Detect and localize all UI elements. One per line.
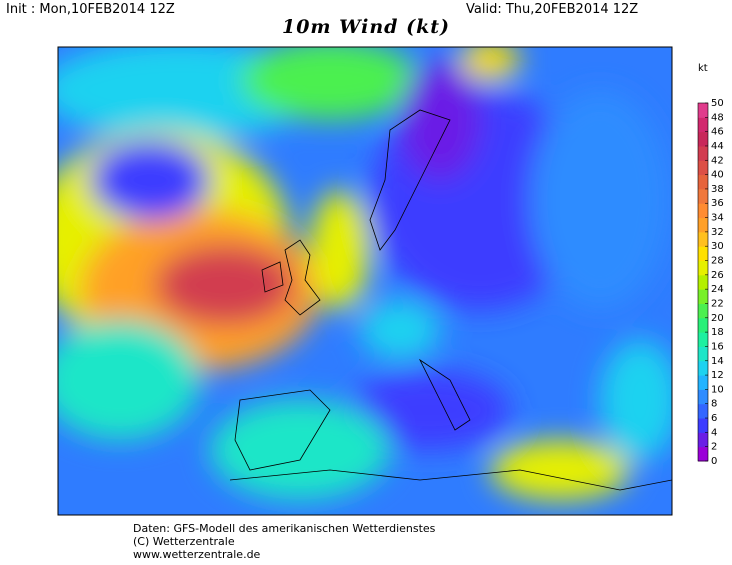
color-swatch — [698, 375, 708, 390]
color-swatch — [698, 131, 708, 147]
tick-label: 4 — [711, 427, 717, 438]
tick-label: 22 — [711, 298, 724, 309]
color-swatch — [698, 432, 708, 448]
color-swatch — [698, 260, 708, 276]
tick-label: 46 — [711, 127, 724, 138]
color-swatch — [698, 174, 708, 190]
color-swatch — [698, 403, 708, 419]
color-swatch — [698, 274, 708, 290]
color-swatch — [698, 246, 708, 262]
tick-label: 20 — [711, 313, 724, 324]
valid-time: Valid: Thu,20FEB2014 12Z — [466, 2, 639, 17]
color-swatch — [698, 446, 708, 462]
tick-label: 38 — [711, 184, 724, 195]
color-swatch — [698, 103, 708, 118]
tick-label: 0 — [711, 456, 717, 467]
tick-label: 36 — [711, 198, 724, 209]
color-swatch — [698, 231, 708, 247]
colorbar-frame — [697, 102, 709, 462]
footer: Daten: GFS-Modell des amerikanischen Wet… — [133, 522, 435, 561]
color-swatch — [698, 418, 708, 433]
tick-label: 12 — [711, 370, 724, 381]
init-time: Init : Mon,10FEB2014 12Z — [6, 2, 175, 17]
color-swatch — [698, 203, 708, 219]
colorbar-unit: kt — [698, 63, 708, 74]
tick-label: 42 — [711, 155, 724, 166]
map-frame — [57, 46, 673, 516]
color-swatch — [698, 289, 708, 304]
tick-label: 24 — [711, 284, 724, 295]
tick-label: 32 — [711, 227, 724, 238]
color-swatch — [698, 389, 708, 405]
tick-label: 8 — [711, 399, 717, 410]
color-swatch — [698, 117, 708, 133]
tick-label: 18 — [711, 327, 724, 338]
footer-line: Daten: GFS-Modell des amerikanischen Wet… — [133, 522, 436, 535]
tick-label: 40 — [711, 170, 724, 181]
color-swatch — [698, 188, 708, 204]
color-swatch — [698, 145, 708, 161]
tick-label: 44 — [711, 141, 724, 152]
tick-label: 2 — [711, 442, 717, 453]
tick-label: 30 — [711, 241, 724, 252]
tick-label: 28 — [711, 256, 724, 267]
footer-line: (C) Wetterzentrale — [133, 535, 235, 548]
map-title: 10m Wind (kt) — [281, 16, 450, 38]
tick-label: 10 — [711, 384, 724, 395]
color-swatch — [698, 160, 708, 176]
color-swatch — [698, 332, 708, 347]
tick-label: 48 — [711, 112, 724, 123]
colorbar: kt 0246810121416182022242628303234363840… — [697, 63, 724, 467]
color-swatch — [698, 360, 708, 376]
tick-label: 14 — [711, 356, 724, 367]
coastlines — [229, 109, 672, 491]
color-swatch — [698, 346, 708, 362]
tick-label: 34 — [711, 213, 724, 224]
wind-field — [58, 47, 672, 515]
tick-label: 50 — [711, 98, 724, 109]
tick-label: 26 — [711, 270, 724, 281]
color-swatch — [698, 317, 708, 333]
color-swatch — [698, 217, 708, 233]
footer-line: www.wetterzentrale.de — [133, 548, 261, 561]
tick-label: 16 — [711, 341, 724, 352]
tick-label: 6 — [711, 413, 717, 424]
color-swatch — [698, 303, 708, 319]
